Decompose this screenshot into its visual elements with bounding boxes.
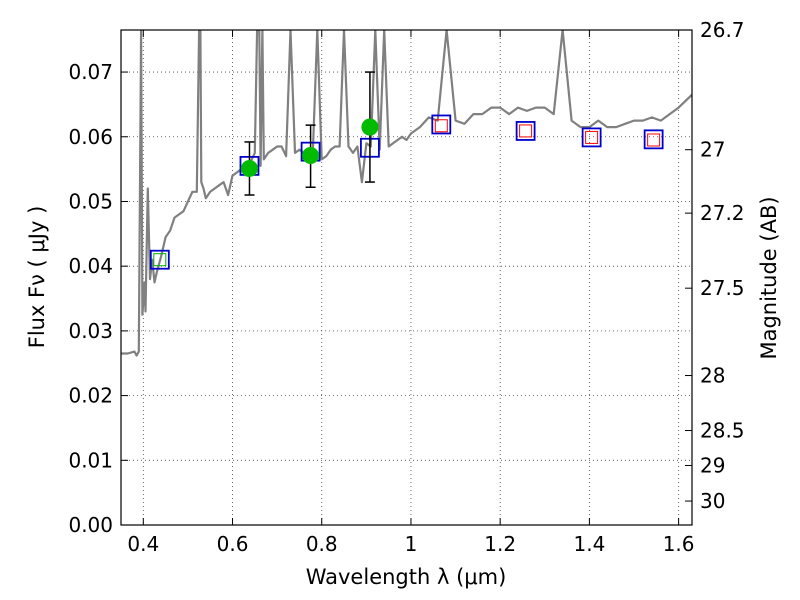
- y2-axis-title: Magnitude (AB): [757, 196, 781, 359]
- x-tick-label: 0.6: [217, 532, 249, 556]
- y2-tick-label: 27: [700, 138, 725, 162]
- y2-tick-label: 30: [700, 489, 725, 513]
- y-tick-label: 0.01: [68, 448, 113, 472]
- y-tick-label: 0.05: [68, 189, 113, 213]
- y2-tick-label: 26.7: [700, 18, 745, 42]
- y-tick-label: 0.02: [68, 384, 113, 408]
- y2-tick-label: 27.5: [700, 276, 745, 300]
- data-layer: [121, 30, 692, 357]
- synthetic-square-point: [153, 253, 167, 267]
- x-axis: 0.4 0.6 0.8 1 1.2 1.4 1.6: [127, 30, 695, 556]
- plot-frame: [120, 29, 693, 526]
- x-tick-label: 1.6: [663, 532, 695, 556]
- grid-lines: [121, 30, 692, 525]
- y-tick-label: 0.07: [68, 60, 113, 84]
- model-square-point: [515, 121, 536, 141]
- y-tick-label: 0.06: [68, 125, 113, 149]
- y2-tick-label: 28: [700, 364, 725, 388]
- x-tick-label: 1.4: [573, 532, 605, 556]
- y-tick-label: 0.00: [68, 513, 113, 537]
- plot-area: [121, 30, 692, 525]
- y-axis-title: Flux Fν ( μJy ): [25, 206, 49, 349]
- synthetic-square-point: [647, 133, 661, 147]
- observed-point: [302, 147, 320, 165]
- y-tick-label: 0.03: [68, 319, 113, 343]
- y2-tick-label: 27.2: [700, 201, 745, 225]
- model-square-point: [431, 114, 452, 135]
- y-axis-right: 26.7 27 27.2 27.5 28 28.5 29 30: [685, 18, 745, 513]
- y-tick-label: 0.04: [68, 254, 113, 278]
- x-tick-label: 0.4: [127, 532, 159, 556]
- observed-point: [361, 118, 379, 136]
- x-tick-label: 0.8: [306, 532, 338, 556]
- y2-tick-label: 28.5: [700, 419, 745, 443]
- y2-tick-label: 29: [700, 453, 725, 477]
- x-tick-label: 1: [405, 532, 418, 556]
- synthetic-square-point: [519, 124, 533, 138]
- model-square-point: [643, 129, 664, 150]
- synthetic-square-point: [585, 130, 599, 144]
- observed-point: [240, 159, 258, 177]
- x-tick-label: 1.2: [484, 532, 516, 556]
- x-axis-title: Wavelength λ (μm): [306, 565, 507, 589]
- model-square-point: [149, 249, 170, 270]
- y-axis-left: 0.00 0.01 0.02 0.03 0.04 0.05 0.06 0.07: [68, 60, 128, 537]
- model-square-point: [581, 127, 602, 148]
- synthetic-square-point: [434, 119, 448, 133]
